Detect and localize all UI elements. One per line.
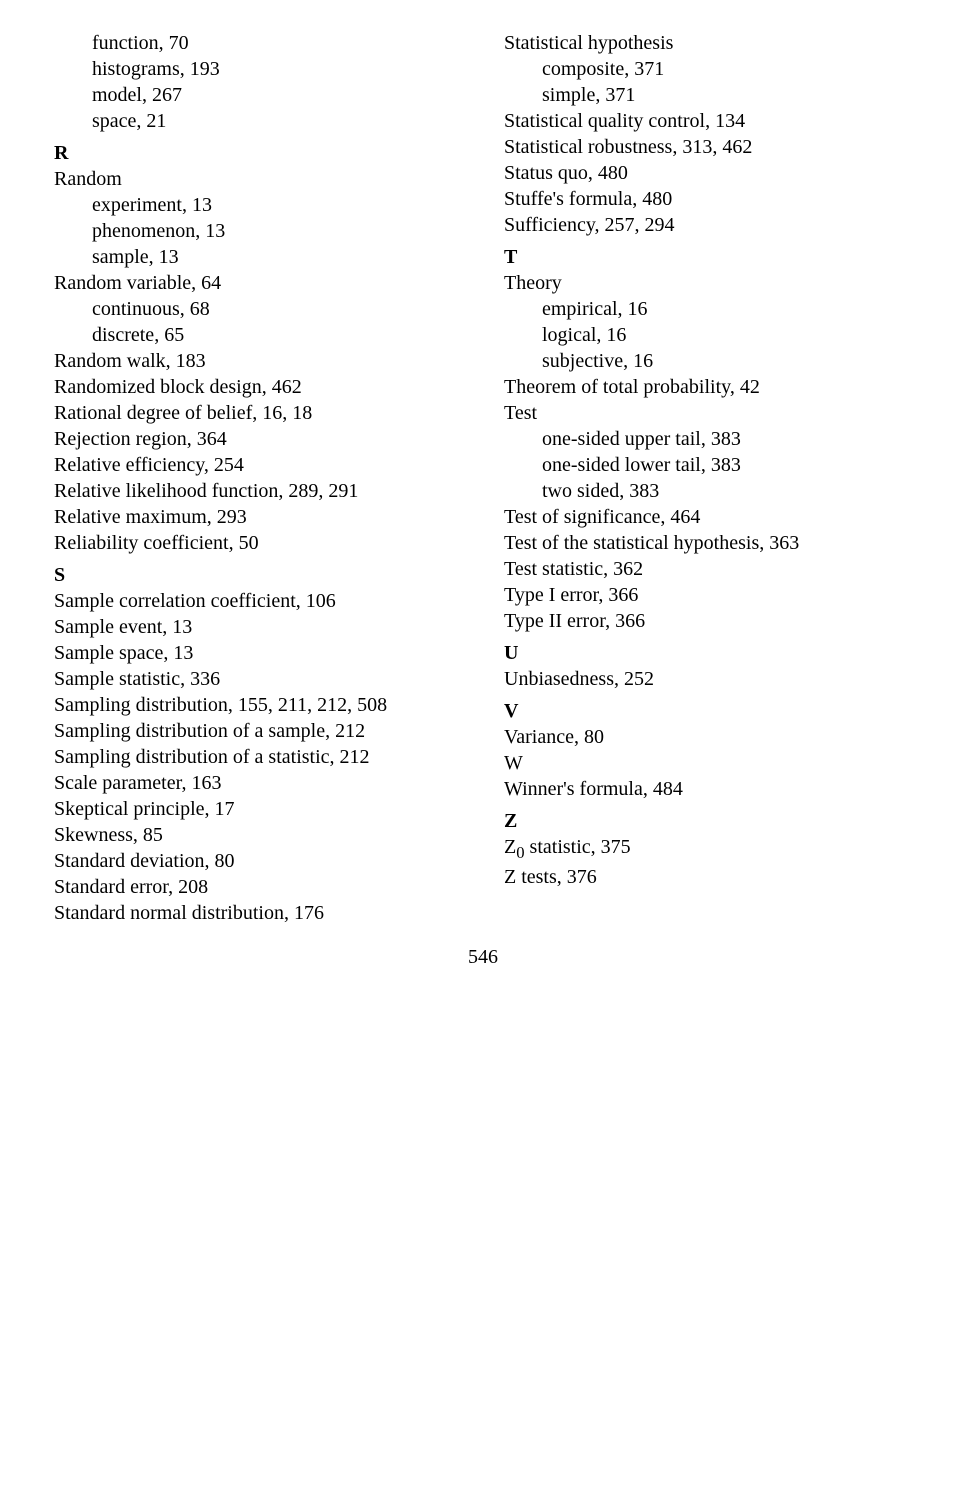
section-letter: V	[504, 698, 912, 724]
index-entry: Stuffe's formula, 480	[504, 186, 912, 212]
section-letter: Z	[504, 808, 912, 834]
index-entry: Sample event, 13	[54, 614, 462, 640]
index-entry: Statistical quality control, 134	[504, 108, 912, 134]
section-letter: T	[504, 244, 912, 270]
index-entry: Status quo, 480	[504, 160, 912, 186]
index-column-left: function, 70histograms, 193model, 267spa…	[54, 30, 462, 926]
index-entry: Sample space, 13	[54, 640, 462, 666]
index-entry: Sampling distribution of a statistic, 21…	[54, 744, 462, 770]
index-subentry: composite, 371	[504, 56, 912, 82]
index-subentry: two sided, 383	[504, 478, 912, 504]
index-entry: Skeptical principle, 17	[54, 796, 462, 822]
index-entry: Statistical hypothesis	[504, 30, 912, 56]
index-subentry: subjective, 16	[504, 348, 912, 374]
section-letter: S	[54, 562, 462, 588]
index-entry: Relative maximum, 293	[54, 504, 462, 530]
index-entry: Test of the statistical hypothesis, 363	[504, 530, 912, 556]
index-subentry: space, 21	[54, 108, 462, 134]
index-entry: Type I error, 366	[504, 582, 912, 608]
index-entry: Standard normal distribution, 176	[54, 900, 462, 926]
index-entry: Type II error, 366	[504, 608, 912, 634]
index-entry: Relative likelihood function, 289, 291	[54, 478, 462, 504]
index-entry: Standard deviation, 80	[54, 848, 462, 874]
index-entry: Test of significance, 464	[504, 504, 912, 530]
index-entry: Relative efficiency, 254	[54, 452, 462, 478]
index-subentry: sample, 13	[54, 244, 462, 270]
index-subentry: one-sided lower tail, 383	[504, 452, 912, 478]
index-entry: Randomized block design, 462	[54, 374, 462, 400]
index-entry: Theorem of total probability, 42	[504, 374, 912, 400]
index-subentry: function, 70	[54, 30, 462, 56]
index-entry: Sampling distribution of a sample, 212	[54, 718, 462, 744]
index-entry: Winner's formula, 484	[504, 776, 912, 802]
index-subentry: phenomenon, 13	[54, 218, 462, 244]
index-subentry: histograms, 193	[54, 56, 462, 82]
index-subentry: discrete, 65	[54, 322, 462, 348]
index-entry: Sample statistic, 336	[54, 666, 462, 692]
index-entry: Statistical robustness, 313, 462	[504, 134, 912, 160]
section-letter: U	[504, 640, 912, 666]
index-entry: Test statistic, 362	[504, 556, 912, 582]
index-entry: Sample correlation coefficient, 106	[54, 588, 462, 614]
index-entry: Rational degree of belief, 16, 18	[54, 400, 462, 426]
index-subentry: one-sided upper tail, 383	[504, 426, 912, 452]
index-entry: Unbiasedness, 252	[504, 666, 912, 692]
index-entry: Skewness, 85	[54, 822, 462, 848]
index-entry: Standard error, 208	[54, 874, 462, 900]
index-subentry: continuous, 68	[54, 296, 462, 322]
index-subentry: model, 267	[54, 82, 462, 108]
index-entry: Rejection region, 364	[54, 426, 462, 452]
section-letter: R	[54, 140, 462, 166]
index-subentry: experiment, 13	[54, 192, 462, 218]
index-entry: Z0 statistic, 375	[504, 834, 912, 864]
section-letter: W	[504, 750, 912, 776]
index-entry: Random variable, 64	[54, 270, 462, 296]
index-entry: Variance, 80	[504, 724, 912, 750]
index-entry: Scale parameter, 163	[54, 770, 462, 796]
index-entry: Sufficiency, 257, 294	[504, 212, 912, 238]
index-entry: Test	[504, 400, 912, 426]
index-entry: Theory	[504, 270, 912, 296]
index-entry: Sampling distribution, 155, 211, 212, 50…	[54, 692, 462, 718]
page-number: 546	[54, 944, 912, 970]
index-subentry: logical, 16	[504, 322, 912, 348]
index-entry: Random	[54, 166, 462, 192]
index-entry: Reliability coefficient, 50	[54, 530, 462, 556]
index-subentry: empirical, 16	[504, 296, 912, 322]
index-column-right: Statistical hypothesiscomposite, 371simp…	[504, 30, 912, 926]
index-subentry: simple, 371	[504, 82, 912, 108]
index-columns: function, 70histograms, 193model, 267spa…	[54, 30, 912, 926]
index-entry: Random walk, 183	[54, 348, 462, 374]
index-entry: Z tests, 376	[504, 864, 912, 890]
